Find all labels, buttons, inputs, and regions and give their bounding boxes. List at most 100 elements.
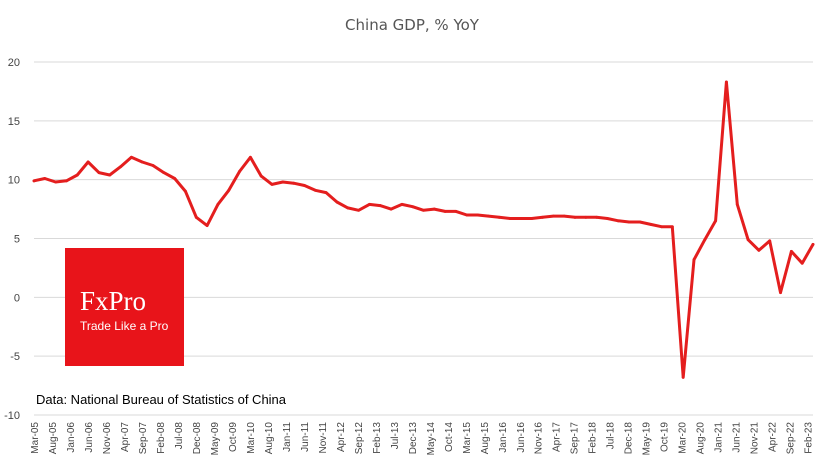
- data-point: [173, 177, 177, 180]
- data-point: [97, 171, 101, 175]
- data-point: [725, 80, 728, 84]
- x-tick-label: Mar-10: [246, 422, 257, 454]
- x-tick-label: Feb-23: [804, 422, 815, 454]
- y-tick-label: 10: [8, 175, 20, 187]
- x-tick-label: Dec-08: [192, 422, 203, 455]
- data-point: [75, 173, 79, 177]
- data-point: [800, 261, 804, 265]
- x-tick-label: Jan-11: [282, 422, 293, 452]
- y-tick-label: 20: [8, 57, 20, 69]
- x-tick-label: Jan-16: [498, 422, 509, 453]
- x-axis-ticks: Mar-05 Aug-05 Jan-06 Jun-06 Nov-06 Apr-07 Sep-…: [30, 422, 815, 456]
- data-point: [65, 179, 68, 183]
- data-point: [54, 180, 58, 184]
- data-point: [638, 220, 642, 224]
- data-point: [746, 238, 750, 242]
- data-point: [411, 205, 415, 209]
- data-point: [616, 219, 620, 223]
- data-point: [649, 222, 653, 226]
- x-tick-label: Sep-12: [354, 422, 365, 455]
- chart-title: China GDP, % YoY: [345, 16, 480, 34]
- data-point: [541, 215, 544, 219]
- data-point: [487, 214, 490, 218]
- data-point: [346, 206, 350, 210]
- data-point: [216, 202, 220, 206]
- fxpro-logo: FxPro Trade Like a Pro: [65, 248, 184, 366]
- x-tick-label: Jun-16: [516, 422, 527, 453]
- data-point: [259, 174, 263, 178]
- data-point: [811, 242, 815, 246]
- logo-name: FxPro: [80, 286, 146, 316]
- data-point: [703, 238, 707, 242]
- x-tick-label: Nov-16: [534, 422, 545, 455]
- data-point: [519, 217, 523, 220]
- x-tick-label: Feb-08: [156, 422, 167, 454]
- data-point: [119, 165, 122, 169]
- x-tick-label: Nov-11: [318, 422, 329, 454]
- x-tick-label: Mar-15: [462, 422, 473, 454]
- data-point: [789, 250, 793, 253]
- x-tick-label: Jun-21: [732, 422, 743, 453]
- x-tick-label: Dec-13: [408, 422, 419, 455]
- data-point: [270, 182, 274, 186]
- x-tick-label: Jan-06: [66, 422, 77, 453]
- data-point: [768, 239, 772, 243]
- x-tick-label: Oct-14: [444, 422, 455, 452]
- data-point: [595, 215, 599, 219]
- data-point: [692, 258, 696, 262]
- x-tick-label: Oct-09: [228, 422, 239, 452]
- logo-tagline: Trade Like a Pro: [80, 319, 169, 333]
- x-tick-label: Aug-05: [48, 422, 59, 455]
- data-point: [292, 181, 296, 185]
- data-point: [238, 170, 241, 173]
- y-axis-ticks: -10 -5 0 5 10 15 20: [4, 57, 20, 422]
- data-point: [205, 224, 209, 227]
- y-tick-label: 15: [8, 116, 20, 128]
- data-point: [432, 207, 436, 211]
- y-tick-label: -10: [4, 410, 20, 422]
- data-point: [530, 217, 534, 220]
- data-point: [465, 213, 469, 217]
- data-point: [303, 184, 306, 187]
- data-point: [108, 173, 112, 177]
- data-point: [681, 375, 685, 379]
- data-point: [248, 155, 252, 159]
- data-point: [313, 188, 317, 192]
- x-tick-label: Aug-20: [696, 422, 707, 455]
- x-tick-label: Aug-15: [480, 422, 491, 455]
- x-tick-label: Dec-18: [624, 422, 635, 455]
- x-tick-label: Aug-10: [264, 422, 275, 455]
- gdp-series-points: [32, 80, 815, 379]
- x-tick-label: Jun-11: [300, 422, 311, 452]
- data-point: [400, 202, 404, 206]
- x-tick-label: Apr-22: [768, 422, 779, 452]
- x-tick-label: Jul-08: [174, 422, 185, 450]
- x-tick-label: Oct-19: [660, 422, 671, 452]
- x-tick-label: Apr-17: [552, 422, 563, 452]
- x-tick-label: Nov-06: [102, 422, 113, 455]
- data-point: [162, 171, 166, 175]
- data-point: [129, 155, 133, 159]
- x-tick-label: Jul-18: [606, 422, 617, 450]
- data-point: [627, 220, 631, 224]
- x-tick-label: Mar-20: [678, 422, 689, 454]
- data-point: [357, 208, 360, 212]
- x-tick-label: Apr-12: [336, 422, 347, 452]
- data-point: [151, 164, 155, 167]
- y-tick-label: 0: [14, 292, 20, 304]
- x-tick-label: Mar-05: [30, 422, 41, 454]
- data-point: [735, 202, 739, 206]
- x-tick-label: Apr-07: [120, 422, 131, 452]
- x-tick-label: Jul-13: [390, 422, 401, 450]
- data-point: [606, 217, 609, 220]
- data-point: [335, 200, 339, 204]
- data-point: [140, 160, 144, 164]
- x-tick-label: May-09: [210, 422, 221, 456]
- data-point: [670, 225, 674, 229]
- data-point: [281, 180, 285, 184]
- data-point: [32, 179, 36, 183]
- data-point: [389, 207, 393, 211]
- data-point: [43, 177, 47, 180]
- data-point: [86, 160, 90, 164]
